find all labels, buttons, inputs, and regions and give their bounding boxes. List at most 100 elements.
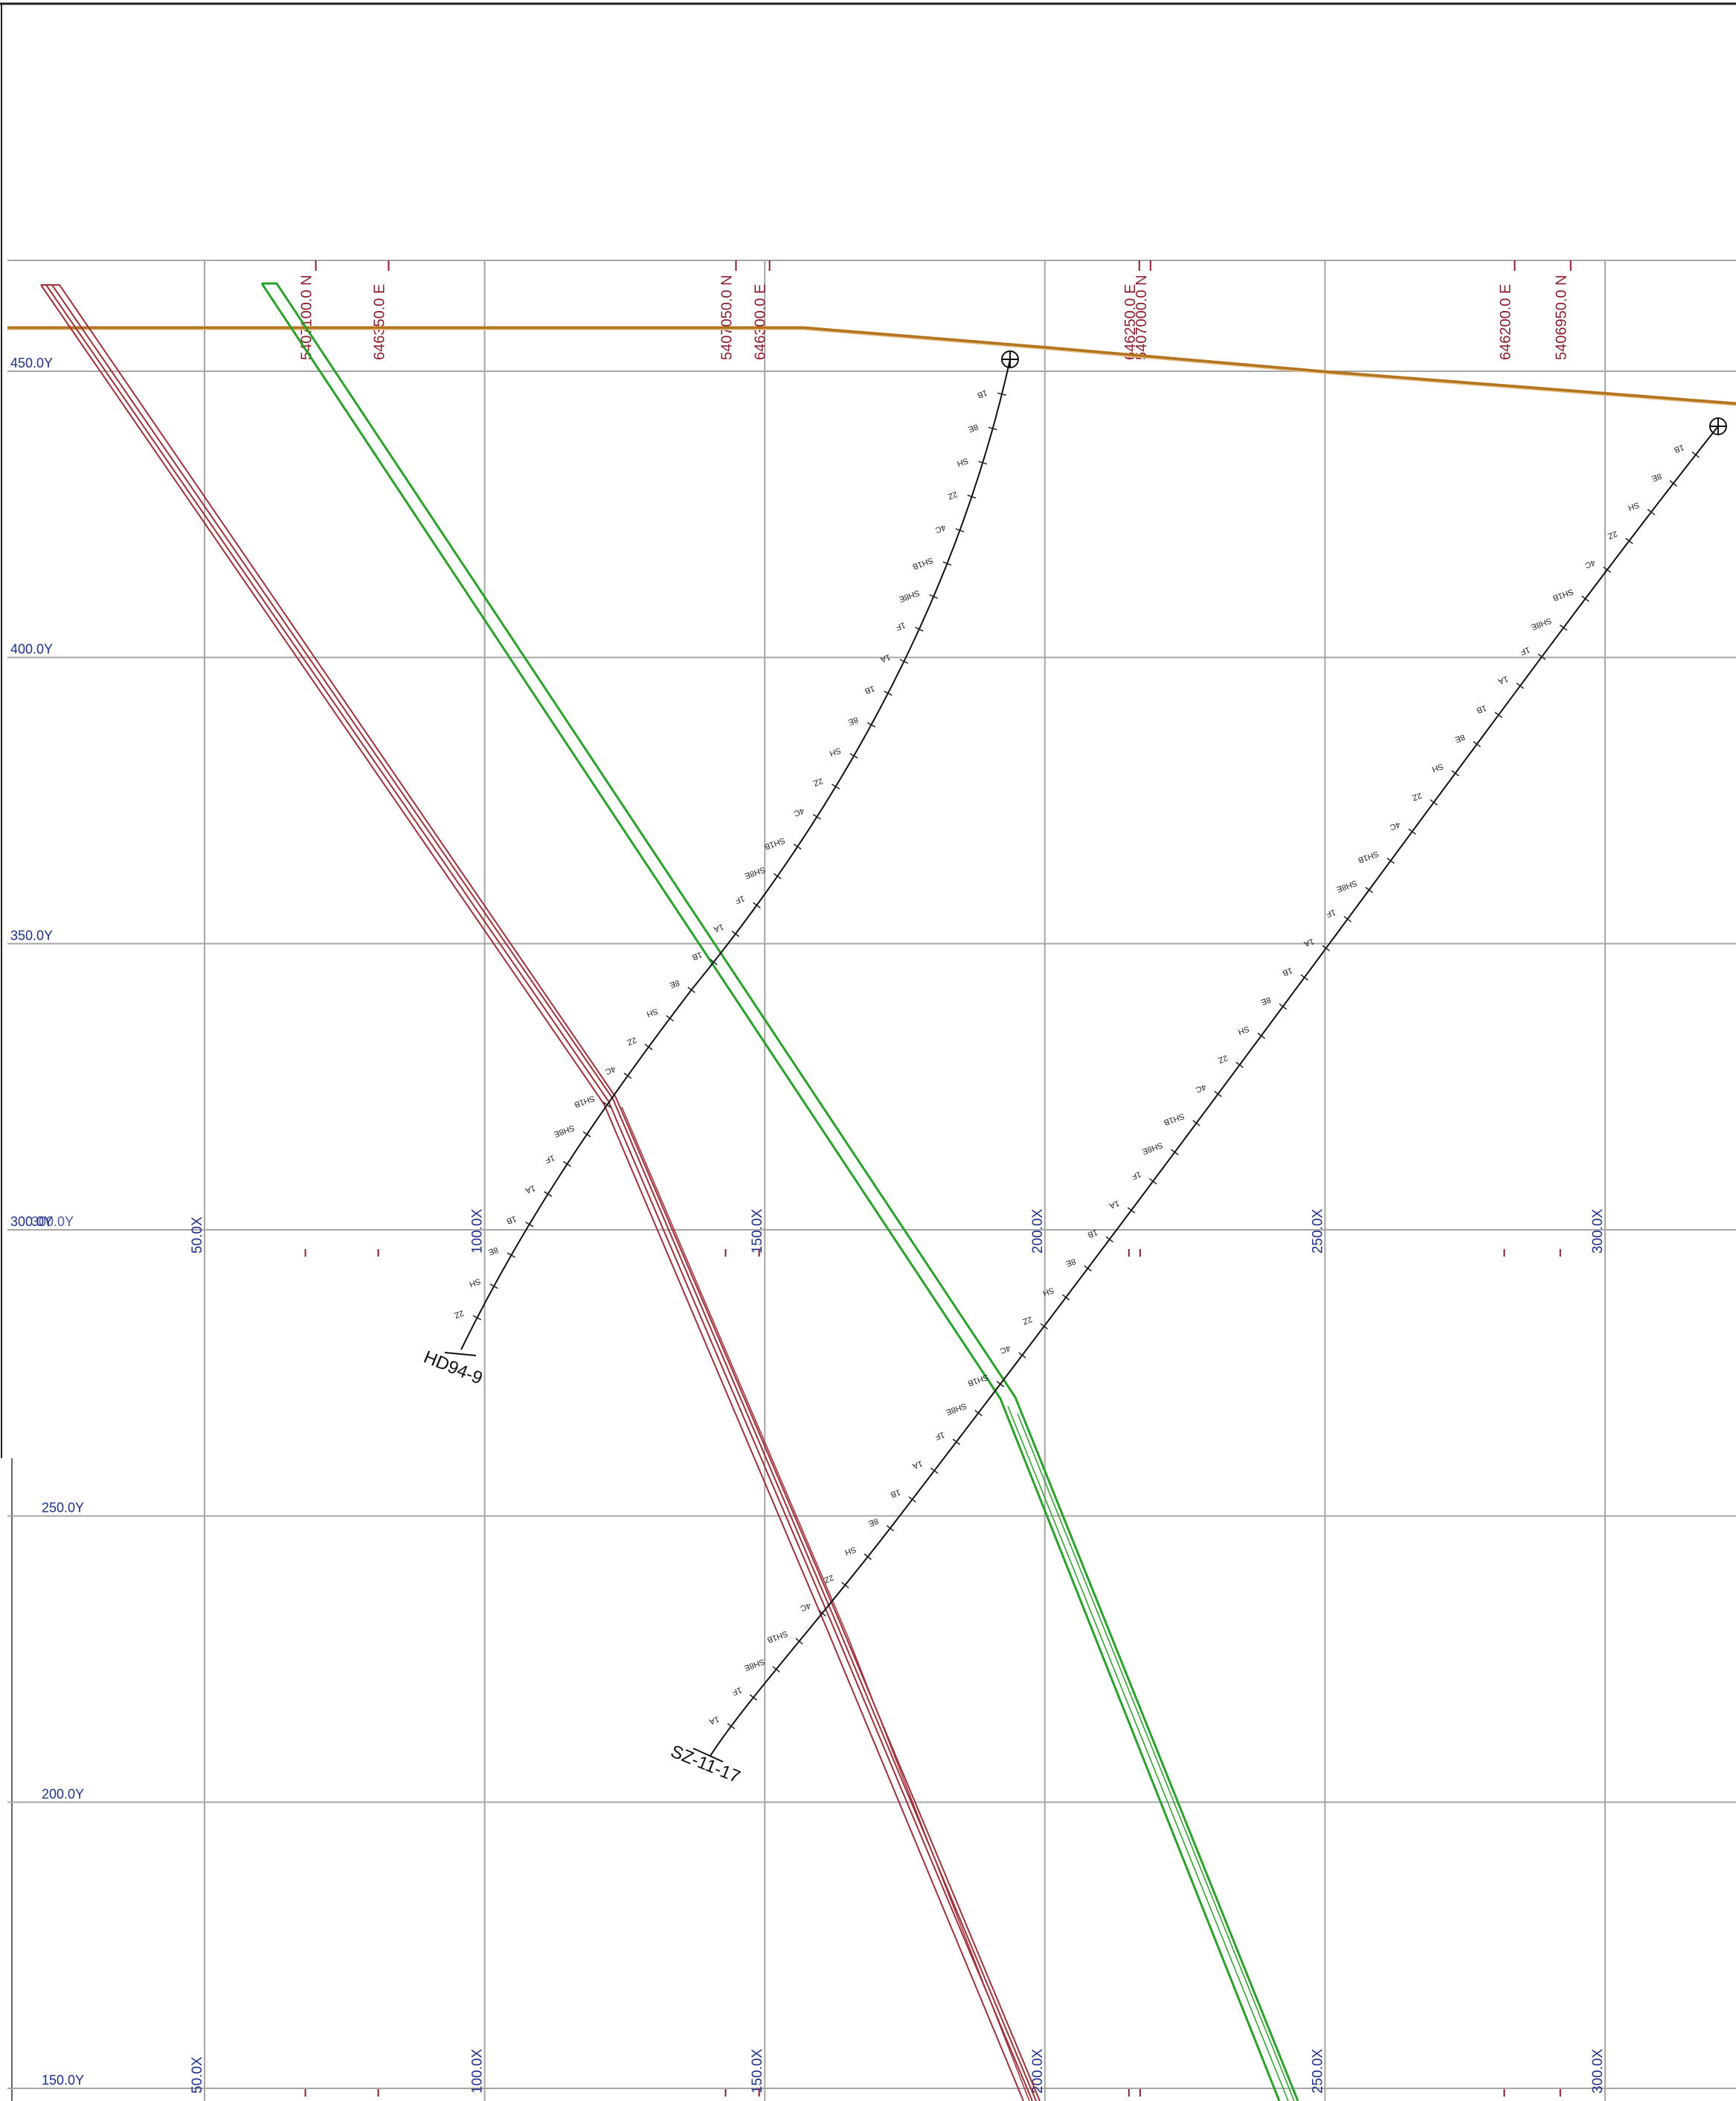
interval-tick <box>997 392 1007 396</box>
interval-tick <box>1214 1091 1222 1097</box>
interval-code: 8E <box>1650 471 1663 483</box>
interval-code: 4C <box>999 1343 1012 1355</box>
interval-tick <box>753 902 761 908</box>
interval-tick <box>867 722 876 728</box>
interval-code: SH1B <box>763 835 786 851</box>
grid <box>7 260 1736 2101</box>
interval-code: 1A <box>1302 937 1315 949</box>
reference-label: 646250.0 E <box>1122 284 1139 360</box>
x-axis-label: 300.0X <box>1590 2048 1606 2094</box>
interval-tick <box>929 594 938 599</box>
interval-code: 1F <box>730 1685 742 1697</box>
reference-label: 646200.0 E <box>1497 284 1514 360</box>
reference-label: 5407050.0 N <box>718 275 735 360</box>
interval-code: SH1B <box>1357 849 1380 865</box>
interval-tick <box>1451 770 1459 777</box>
interval-tick <box>1430 799 1438 806</box>
drillhole-hd94-9[interactable]: HD94-9 <box>421 350 1019 1389</box>
interval-code: 4C <box>799 1601 811 1613</box>
interval-tick <box>772 1666 780 1673</box>
interval-tick <box>899 658 909 664</box>
interval-tick <box>942 561 952 566</box>
interval-tick <box>1408 828 1416 835</box>
y-axis-label: 300.0Y <box>10 1214 53 1229</box>
interval-code: 1A <box>707 1714 720 1726</box>
interval-tick <box>1105 1236 1114 1243</box>
y-axis-label: 250.0Y <box>42 1501 84 1515</box>
interval-code: 8E <box>967 422 980 434</box>
interval-tick <box>1279 1003 1287 1010</box>
interval-code: 4C <box>934 522 947 534</box>
drillhole-label: SZ-11-17 <box>668 1742 743 1788</box>
interval-tick <box>1322 945 1331 952</box>
interval-code: 1A <box>878 652 891 664</box>
interval-tick <box>988 426 997 431</box>
interval-tick <box>884 690 893 696</box>
interval-code: 1B <box>976 388 988 400</box>
x-axis-label: 250.0X <box>1310 1208 1325 1254</box>
interval-code: 4C <box>792 806 805 818</box>
interval-tick <box>563 1161 572 1167</box>
toe-marker <box>692 1748 724 1762</box>
interval-tick <box>886 1524 895 1532</box>
interval-code: SH8E <box>553 1123 576 1138</box>
interval-code: 1B <box>864 684 876 696</box>
interval-code: SH <box>843 1545 858 1557</box>
x-axis-labels: 50.0X 100.0X 150.0X 200.0X 250.0X 300.0X 50.0X… <box>190 1208 1606 2097</box>
interval-tick <box>849 753 858 759</box>
interval-tick <box>727 1722 736 1730</box>
interval-tick <box>1300 974 1309 981</box>
reference-label: 646350.0 E <box>371 284 388 360</box>
interval-code: 2Z <box>1217 1053 1229 1065</box>
topography-line <box>7 326 1736 406</box>
interval-code: SH1B <box>766 1629 789 1644</box>
y-axis-label: 450.0Y <box>10 356 53 371</box>
interval-annotations: 1B8ESH2Z4CSH1BSH8E1F1A1B8ESH2Z4CSH1BSH8E… <box>453 388 1700 1730</box>
interval-code: SH1B <box>1552 587 1575 603</box>
interval-code: 2Z <box>1411 791 1423 803</box>
interval-code: SH <box>1627 500 1641 513</box>
green-unit <box>260 282 1299 2101</box>
interval-tick <box>666 1015 674 1021</box>
interval-code: 8E <box>1453 732 1466 744</box>
interval-code: SH1B <box>1163 1112 1186 1127</box>
interval-tick <box>908 1496 916 1503</box>
interval-code: 1A <box>524 1183 536 1195</box>
interval-tick <box>582 1131 591 1138</box>
interval-tick <box>978 461 988 465</box>
reference-label: 5407100.0 N <box>299 275 315 360</box>
interval-tick <box>793 844 802 850</box>
interval-tick <box>1537 653 1546 660</box>
y-axis-label: 350.0Y <box>10 928 53 943</box>
interval-tick <box>952 1438 961 1446</box>
interval-tick <box>623 1072 632 1080</box>
interval-tick <box>472 1315 482 1321</box>
interval-code: SH <box>829 745 843 758</box>
interval-tick <box>525 1221 534 1228</box>
interval-code: SH <box>1041 1286 1055 1298</box>
interval-tick <box>1691 451 1700 458</box>
interval-tick <box>930 1467 939 1474</box>
interval-code: 1B <box>1086 1228 1099 1239</box>
y-axis-label: 150.0Y <box>42 2073 84 2088</box>
interval-tick <box>955 527 965 533</box>
toe-marker <box>444 1352 477 1356</box>
interval-code: 2Z <box>1606 529 1618 541</box>
interval-code: 1F <box>1519 645 1531 657</box>
red-unit <box>40 284 1041 2101</box>
interval-code: SH1B <box>911 556 934 571</box>
interval-code: 2Z <box>626 1035 637 1047</box>
x-axis-label: 250.0X <box>1310 2048 1325 2094</box>
reference-labels: 5407100.0 N 646350.0 E 5407050.0 N 646300.0… <box>299 260 1572 360</box>
interval-tick <box>1061 1294 1070 1300</box>
interval-code: 8E <box>1064 1257 1077 1268</box>
x-axis-label: 100.0X <box>470 2048 486 2094</box>
interval-tick <box>687 987 695 993</box>
interval-tick <box>1581 595 1589 602</box>
x-axis-label: 50.0X <box>190 1216 205 1254</box>
x-axis-label: 300.0X <box>1590 1208 1606 1254</box>
interval-tick <box>832 783 840 789</box>
interval-tick <box>1018 1352 1026 1359</box>
interval-code: 1F <box>544 1153 556 1165</box>
